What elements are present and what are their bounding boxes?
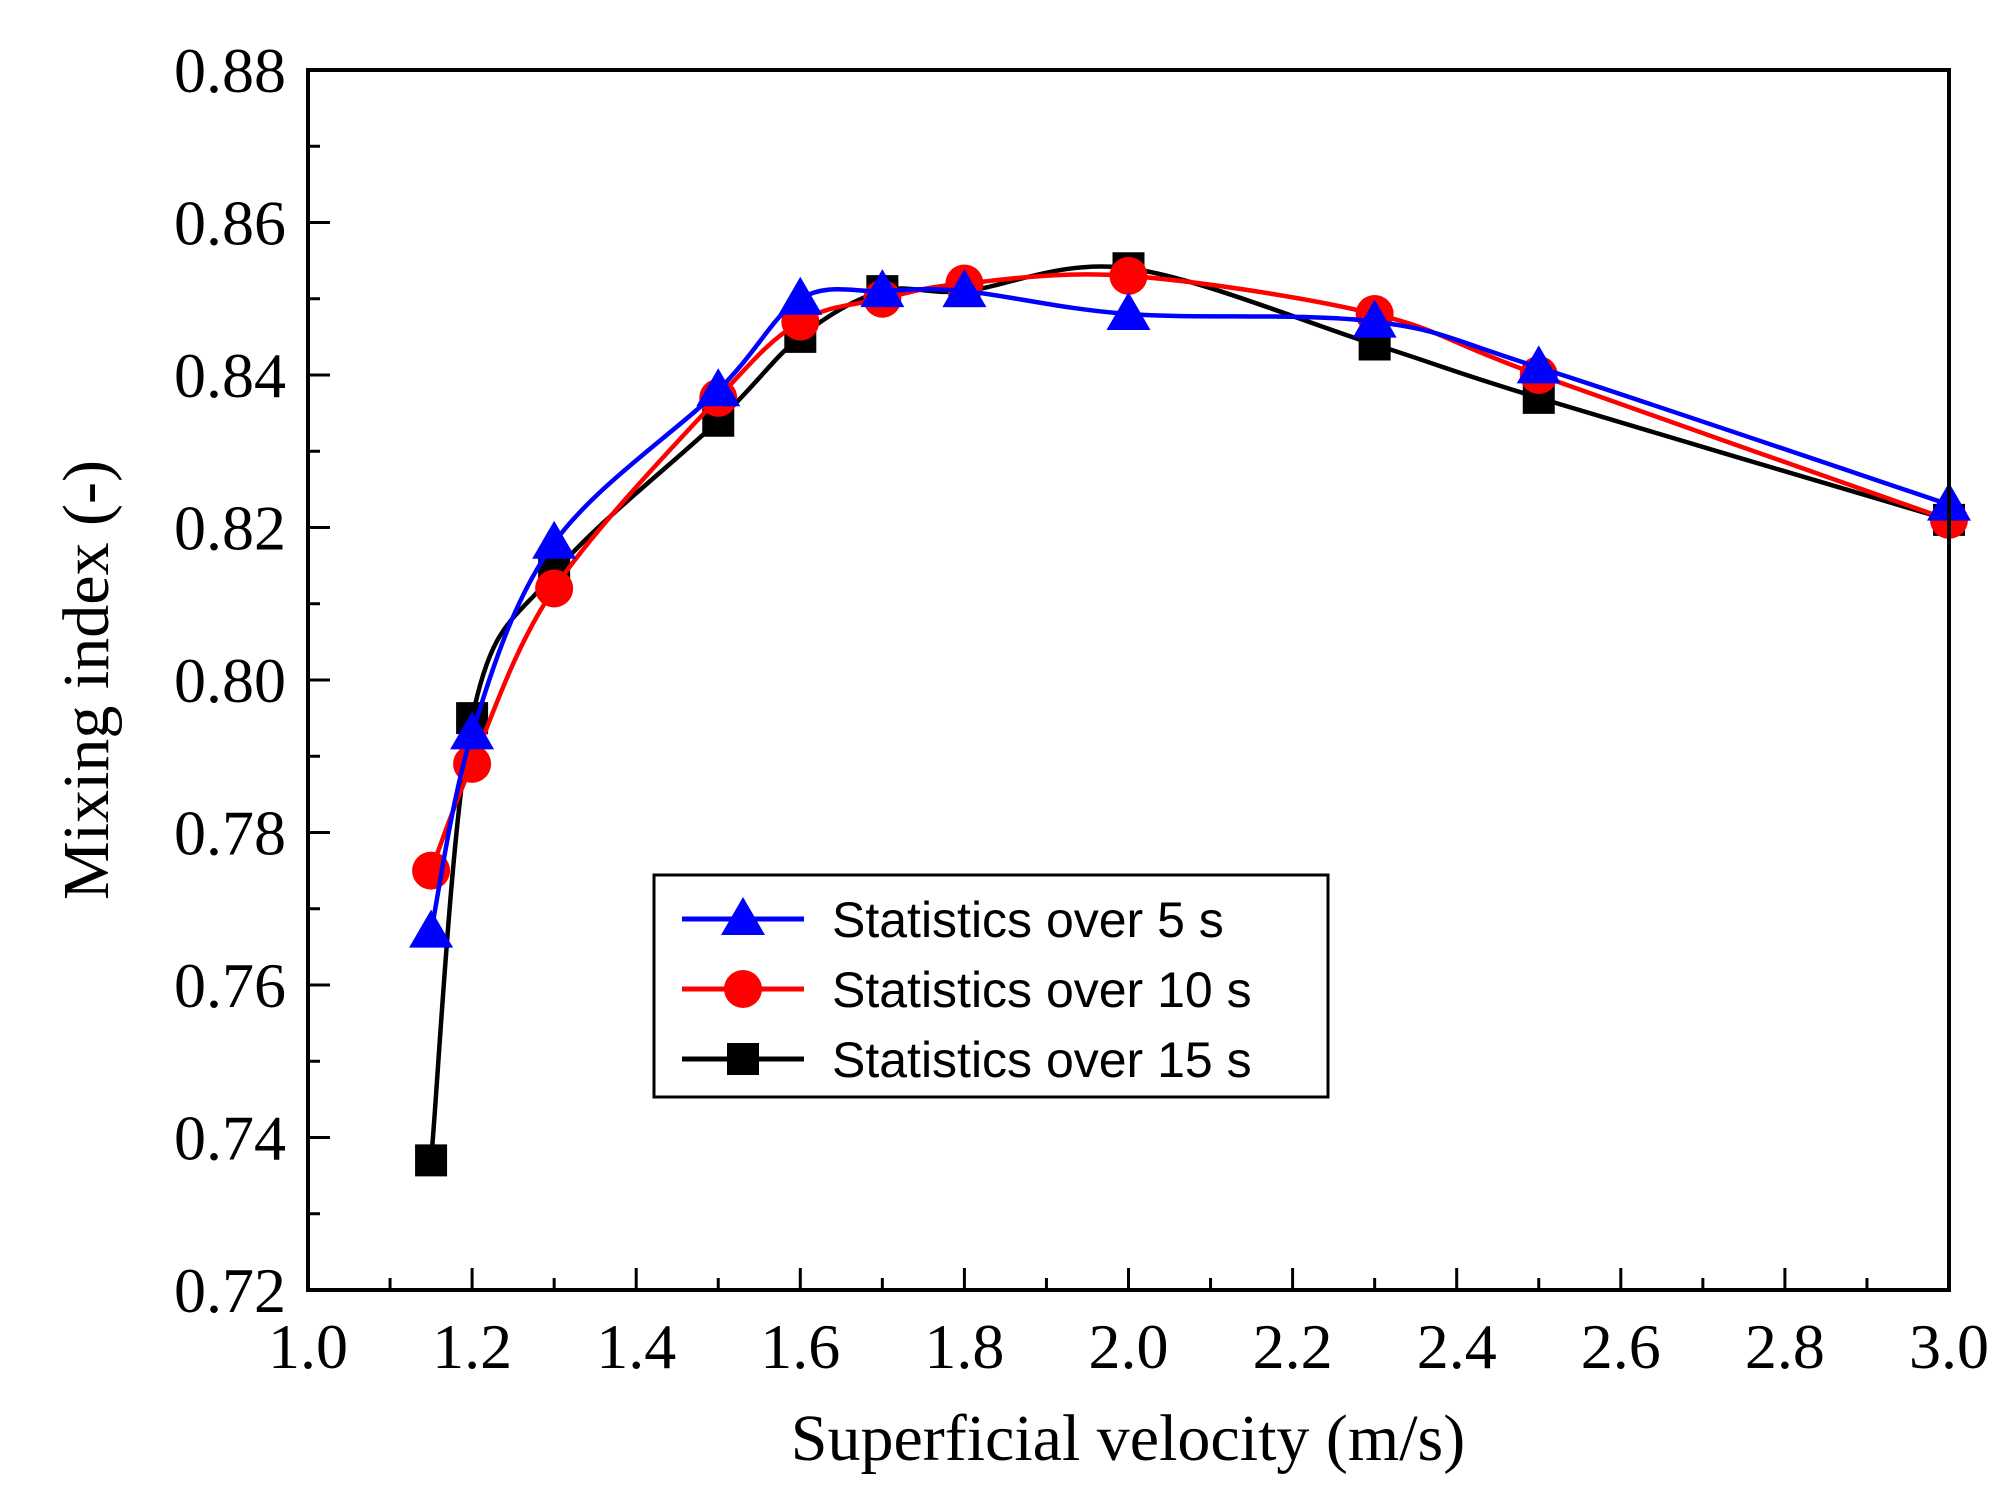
data-point-triangle [409,909,454,948]
legend-marker-triangle [721,897,765,935]
y-tick-label: 0.80 [174,645,286,716]
legend-label: Statistics over 10 s [832,962,1252,1018]
data-point-triangle [942,269,987,308]
y-tick-label: 0.74 [174,1103,286,1174]
data-point-triangle [450,711,495,750]
data-point-triangle [1352,299,1397,338]
x-tick-label: 1.8 [924,1311,1004,1382]
y-tick-label: 0.76 [174,950,286,1021]
x-axis-title: Superficial velocity (m/s) [791,1402,1465,1475]
series-line-circle [428,272,1950,872]
data-point-triangle [532,520,577,559]
data-point-triangle [1516,345,1561,384]
data-point-triangle [1106,292,1151,330]
y-tick-label: 0.82 [174,493,286,564]
y-tick-label: 0.72 [174,1255,286,1326]
legend-marker-circle [724,970,762,1008]
y-axis-title: Mixing index (-) [50,460,123,900]
legend-label: Statistics over 15 s [832,1032,1252,1088]
legend-marker-square [727,1043,759,1075]
data-point-circle [535,569,574,608]
data-point-triangle [696,368,741,407]
data-point-square [415,1144,448,1177]
y-tick-label: 0.86 [174,188,286,259]
x-tick-label: 1.0 [268,1311,348,1382]
ticks-layer: 1.0 1.2 1.4 1.6 1.8 2.0 2.2 2.4 2.6 2.8 3.0 0.72 0.7… [174,35,1989,1382]
data-point-triangle [778,276,823,315]
series-line-triangle [428,286,1950,933]
legend: Statistics over 5 s Statistics over 10 s S… [652,873,1330,1099]
x-tick-label: 1.6 [760,1311,840,1382]
x-tick-label: 2.0 [1089,1311,1169,1382]
data-point-triangle [860,269,905,308]
data-point-circle [1109,256,1148,295]
y-tick-label: 0.88 [174,35,286,106]
x-tick-label: 2.8 [1745,1311,1825,1382]
x-tick-label: 1.4 [596,1311,676,1382]
x-tick-label: 2.4 [1417,1311,1497,1382]
series-layer [409,252,1971,1177]
legend-label: Statistics over 5 s [832,892,1224,948]
x-tick-label: 2.2 [1253,1311,1333,1382]
x-tick-label: 3.0 [1909,1311,1989,1382]
x-tick-label: 1.2 [432,1311,512,1382]
y-tick-label: 0.84 [174,340,286,411]
y-tick-label: 0.78 [174,798,286,869]
x-tick-label: 2.6 [1581,1311,1661,1382]
